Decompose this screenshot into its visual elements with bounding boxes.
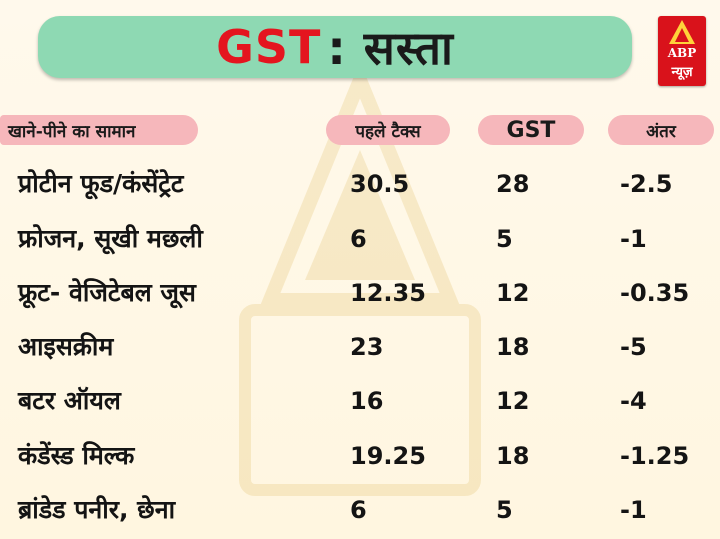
column-header-before: पहले टैक्स: [326, 115, 450, 145]
row-item: फ्रोजन, सूखी मछली: [18, 224, 203, 253]
row-gst: 12: [496, 279, 530, 307]
abp-watermark-icon: [239, 61, 481, 496]
row-before-tax: 30.5: [350, 170, 410, 198]
abp-triangle-icon: [669, 20, 695, 44]
abp-news-logo: ABP न्यूज़: [658, 16, 706, 86]
row-difference: -1: [620, 496, 647, 524]
table-row: फ्रूट- वेजिटेबल जूस 12.35 12 -0.35: [0, 273, 720, 313]
row-before-tax: 6: [350, 225, 367, 253]
table-row: कंडेंस्ड मिल्क 19.25 18 -1.25: [0, 436, 720, 476]
row-gst: 5: [496, 496, 513, 524]
row-difference: -1.25: [620, 442, 690, 470]
table-row: आइसक्रीम 23 18 -5: [0, 327, 720, 367]
title-banner: GST: सस्ता: [38, 16, 632, 78]
row-difference: -2.5: [620, 170, 673, 198]
logo-brand: ABP: [667, 46, 697, 60]
row-item: कंडेंस्ड मिल्क: [18, 441, 135, 470]
table-row: बटर ऑयल 16 12 -4: [0, 381, 720, 421]
row-item: बटर ऑयल: [18, 386, 121, 415]
row-before-tax: 23: [350, 333, 384, 361]
table-row: फ्रोजन, सूखी मछली 6 5 -1: [0, 219, 720, 259]
logo-brand-sub: न्यूज़: [671, 65, 693, 80]
row-gst: 12: [496, 387, 530, 415]
row-before-tax: 16: [350, 387, 384, 415]
title-text: : सस्ता: [327, 21, 454, 75]
title-highlight: GST: [216, 20, 322, 74]
table-row: प्रोटीन फूड/कंसेंट्रेट 30.5 28 -2.5: [0, 164, 720, 204]
row-item: प्रोटीन फूड/कंसेंट्रेट: [18, 169, 184, 198]
column-header-diff: अंतर: [608, 115, 714, 145]
column-header-gst: GST: [478, 115, 584, 145]
row-item: आइसक्रीम: [18, 332, 114, 361]
row-gst: 5: [496, 225, 513, 253]
row-before-tax: 6: [350, 496, 367, 524]
table-row: ब्रांडेड पनीर, छेना 6 5 -1: [0, 490, 720, 530]
row-gst: 18: [496, 442, 530, 470]
row-item: ब्रांडेड पनीर, छेना: [18, 495, 176, 524]
row-difference: -1: [620, 225, 647, 253]
row-gst: 18: [496, 333, 530, 361]
row-before-tax: 19.25: [350, 442, 426, 470]
row-difference: -4: [620, 387, 647, 415]
row-gst: 28: [496, 170, 530, 198]
row-difference: -5: [620, 333, 647, 361]
column-header-item: खाने-पीने का सामान: [0, 115, 198, 145]
row-difference: -0.35: [620, 279, 690, 307]
row-item: फ्रूट- वेजिटेबल जूस: [18, 278, 196, 307]
row-before-tax: 12.35: [350, 279, 426, 307]
